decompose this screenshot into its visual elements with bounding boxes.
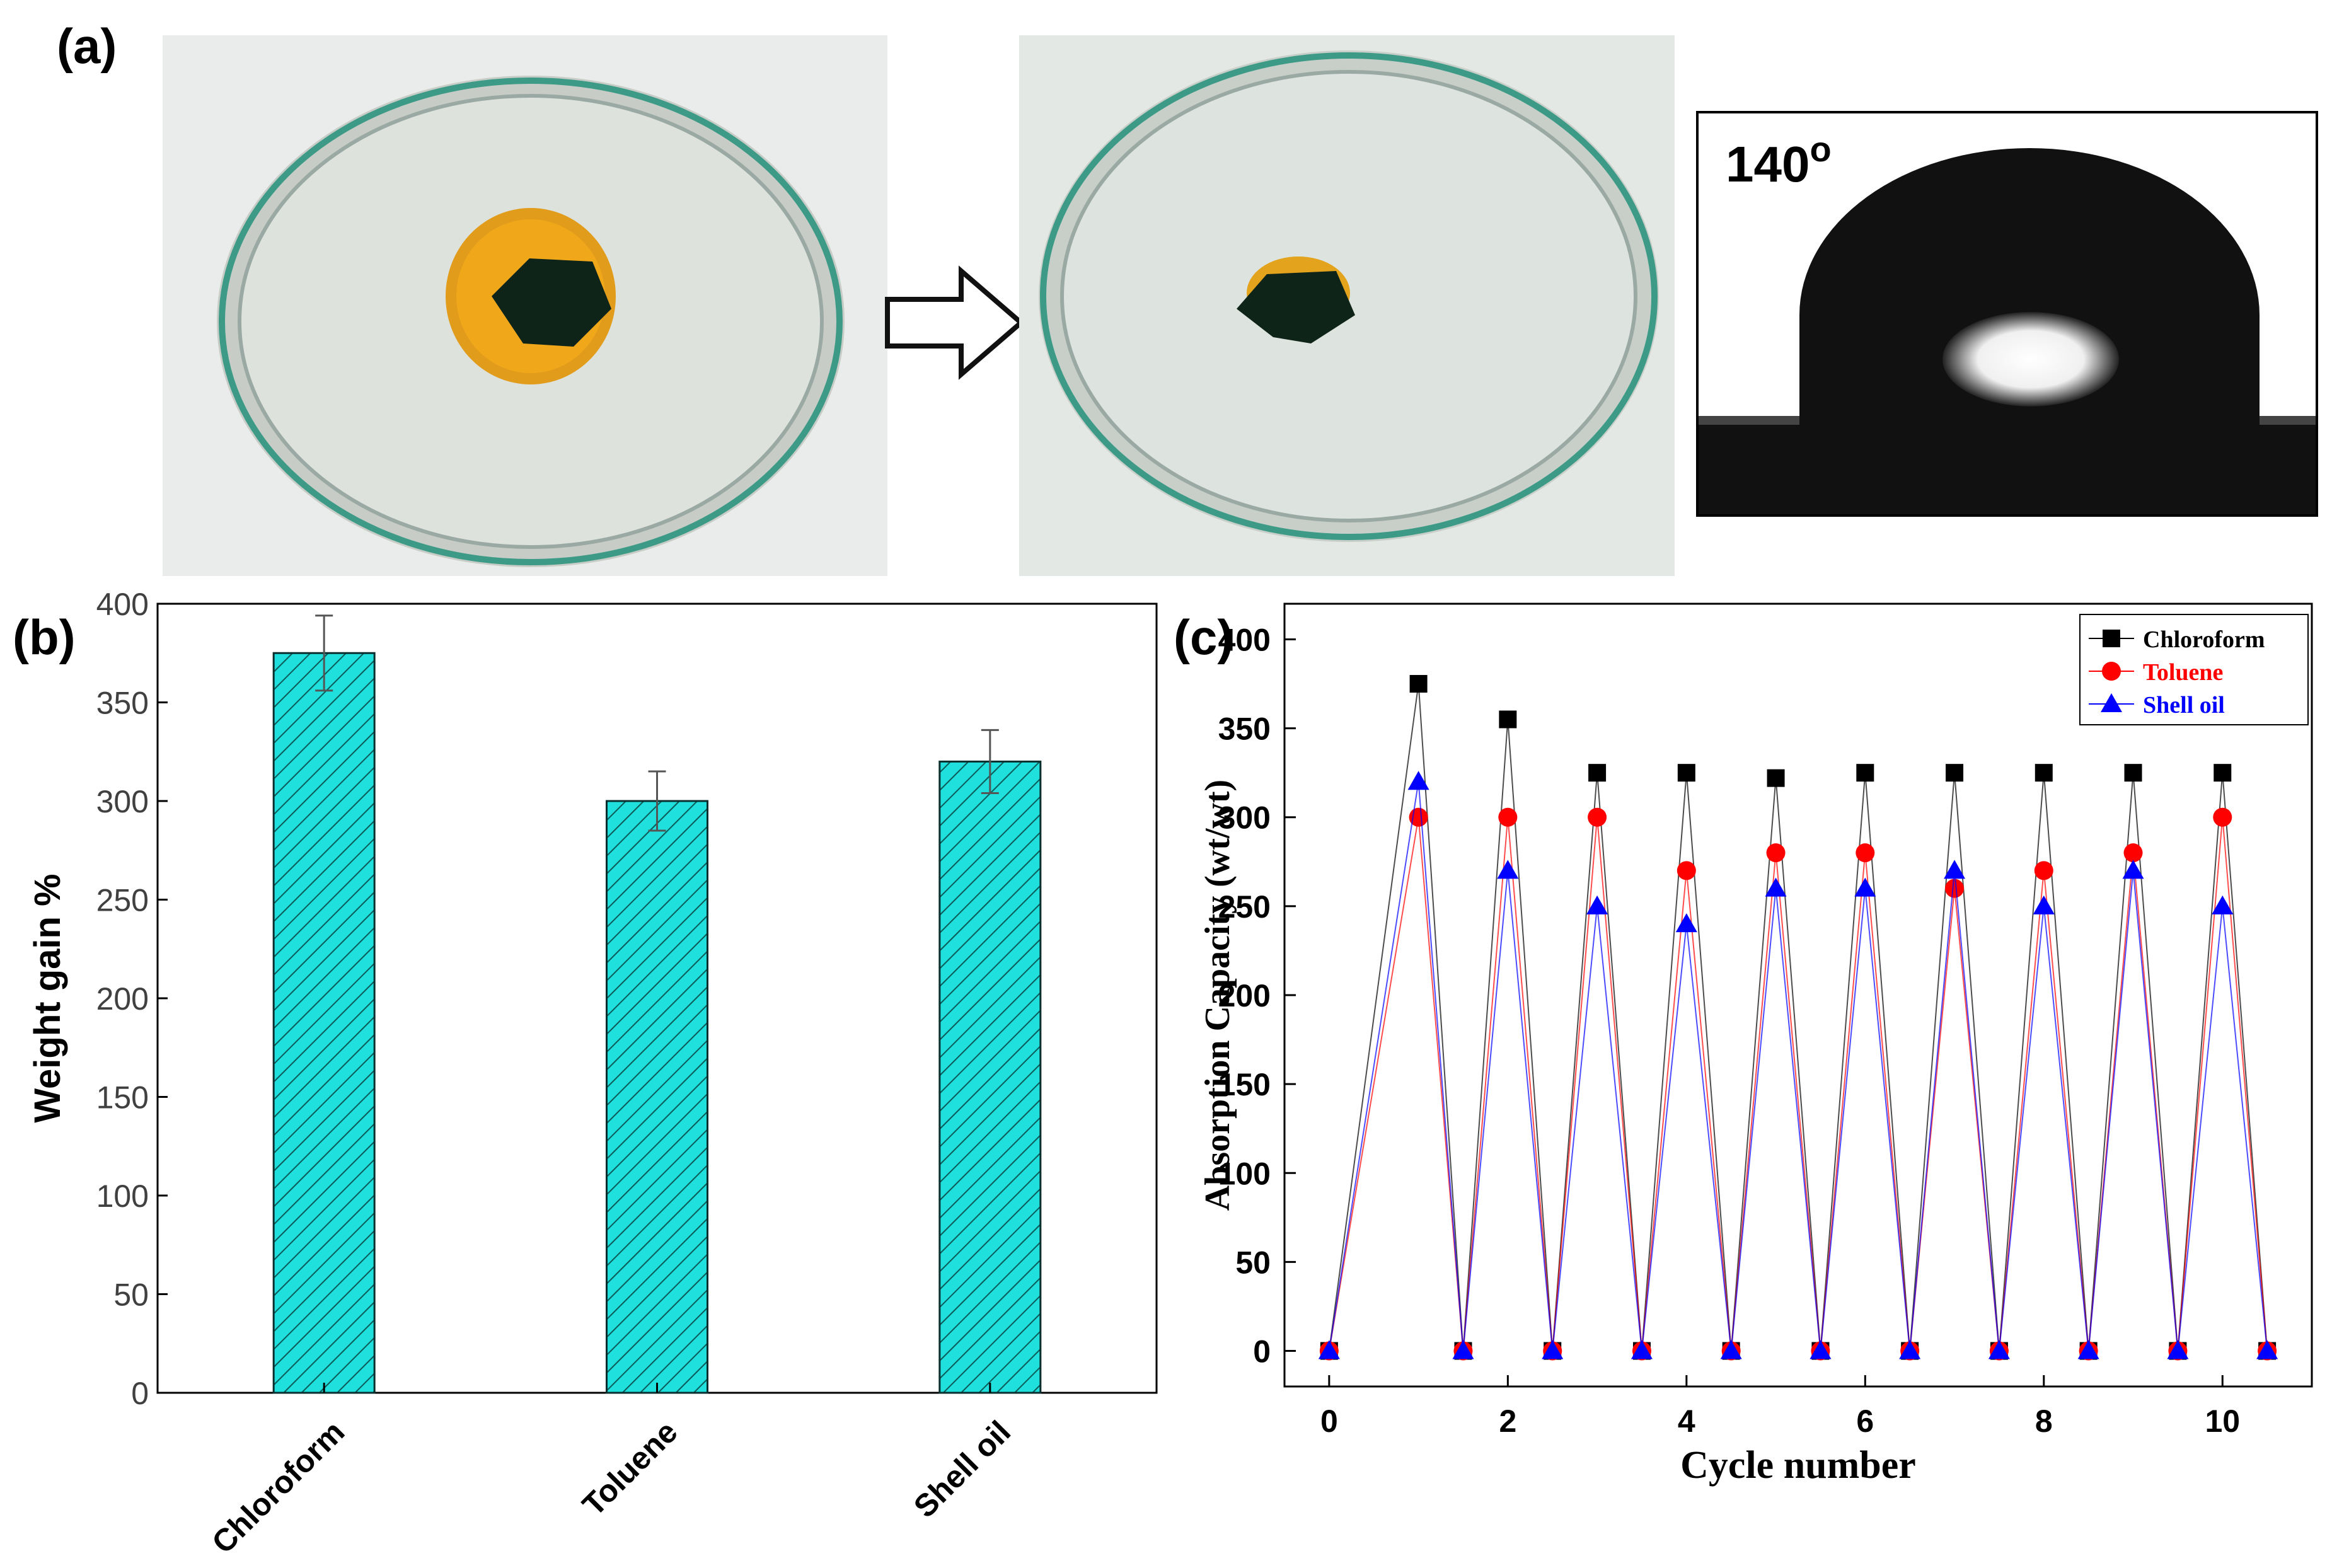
arrow-right-icon (885, 265, 1025, 380)
absorption-cycle-line-chart: 0 50 100 150 200 250 300 350 400 0 2 4 6 8 10 Cycle num… (1198, 602, 2313, 1487)
x-tick-label: Toluene (575, 1414, 684, 1523)
data-point (1765, 877, 1787, 897)
data-point (1677, 764, 1695, 782)
data-point (1499, 710, 1517, 729)
data-point (2213, 807, 2232, 827)
data-point (1854, 877, 1876, 897)
legend-label: Shell oil (2143, 692, 2225, 718)
data-point (1720, 1340, 1742, 1359)
data-point (1946, 764, 1964, 782)
x-tick-label: Chloroform (205, 1414, 351, 1560)
data-point (1766, 843, 1786, 863)
contact-angle-label: 140o (1726, 129, 1832, 192)
x-tick-label: 0 (1320, 1404, 1338, 1439)
series-line (1328, 683, 2268, 1351)
y-tick-label: 200 (1218, 978, 1271, 1013)
bar (272, 652, 376, 1394)
series-chloroform (1320, 675, 2277, 1360)
data-point (2033, 895, 2055, 914)
data-point (1497, 860, 1519, 879)
y-tick-label: 250 (1218, 889, 1271, 925)
y-tick-label: 350 (1218, 712, 1271, 747)
data-point (1409, 675, 1428, 693)
y-tick-label: 150 (1218, 1067, 1271, 1102)
panel-label-c: (c) (1174, 609, 1233, 665)
x-tick-label: Shell oil (907, 1414, 1017, 1525)
data-point (1856, 843, 1875, 863)
legend-marker (2103, 630, 2120, 647)
data-point (2123, 843, 2143, 863)
data-point (2256, 1340, 2278, 1359)
series-shell-oil (1318, 771, 2278, 1359)
data-point (2124, 764, 2142, 782)
x-axis-label: Cycle number (1680, 1444, 1916, 1487)
data-point (2077, 1340, 2099, 1359)
data-point (1588, 764, 1607, 782)
data-point (1318, 1340, 1340, 1359)
y-tick-label: 300 (1218, 800, 1271, 836)
data-point (1677, 861, 1696, 880)
data-point (1586, 895, 1608, 914)
data-point (1498, 807, 1518, 827)
data-point (2214, 764, 2232, 782)
y-tick-label: 50 (1235, 1245, 1271, 1280)
series-line (1328, 817, 2268, 1351)
y-tick-label: 350 (96, 686, 149, 721)
weight-gain-bar-chart: 0 50 100 150 200 250 300 350 400 Weight gain % Chl… (27, 587, 1158, 1560)
y-tick-label: 100 (96, 1179, 149, 1214)
y-tick-label: 100 (1218, 1156, 1271, 1191)
data-point (2122, 860, 2144, 879)
x-tick-label: 8 (2035, 1404, 2053, 1439)
x-tick-label: 10 (2205, 1404, 2240, 1439)
photo-before (163, 35, 887, 576)
y-tick-label: 50 (113, 1277, 149, 1313)
y-tick-label: 400 (1218, 622, 1271, 657)
bar (606, 800, 708, 1394)
bar (938, 760, 1042, 1394)
data-point (1542, 1340, 1564, 1359)
legend: Chloroform Toluene Shell oil (2079, 614, 2309, 725)
legend-label: Chloroform (2143, 626, 2265, 653)
photo-contact-angle: 140o (1696, 111, 2318, 517)
data-point (2035, 764, 2053, 782)
legend-marker (2102, 662, 2121, 681)
data-point (1810, 1340, 1832, 1359)
legend-label: Toluene (2143, 659, 2223, 686)
data-point (1767, 769, 1785, 787)
data-point (1407, 771, 1429, 790)
data-point (2167, 1340, 2189, 1359)
series-toluene (1319, 807, 2277, 1361)
data-point (1631, 1340, 1653, 1359)
x-tick-label: 2 (1499, 1404, 1516, 1439)
y-axis-label: Absorption Capacity (wt/wt) (1198, 780, 1237, 1211)
data-point (1988, 1340, 2010, 1359)
data-point (1945, 879, 1965, 898)
panel-label-a: (a) (57, 18, 117, 74)
y-tick-label: 0 (131, 1376, 149, 1411)
x-tick-label: 6 (1856, 1404, 1874, 1439)
data-point (1588, 807, 1607, 827)
x-tick-label: 4 (1678, 1404, 1695, 1439)
photo-after (1019, 35, 1675, 576)
data-point (1452, 1340, 1474, 1359)
data-point (1856, 764, 1874, 782)
data-point (2034, 861, 2053, 880)
data-point (1899, 1340, 1921, 1359)
data-point (1675, 913, 1697, 933)
data-point (1944, 860, 1966, 879)
y-tick-label: 0 (1253, 1334, 1271, 1369)
y-tick-label: 200 (96, 981, 149, 1017)
panel-label-b: (b) (13, 609, 76, 665)
y-tick-label: 150 (96, 1080, 149, 1115)
y-axis-label: Weight gain % (27, 873, 68, 1122)
y-tick-label: 250 (96, 883, 149, 918)
legend-marker (2101, 693, 2122, 712)
data-point (2212, 895, 2234, 914)
y-tick-label: 400 (96, 587, 149, 622)
y-tick-label: 300 (96, 784, 149, 819)
